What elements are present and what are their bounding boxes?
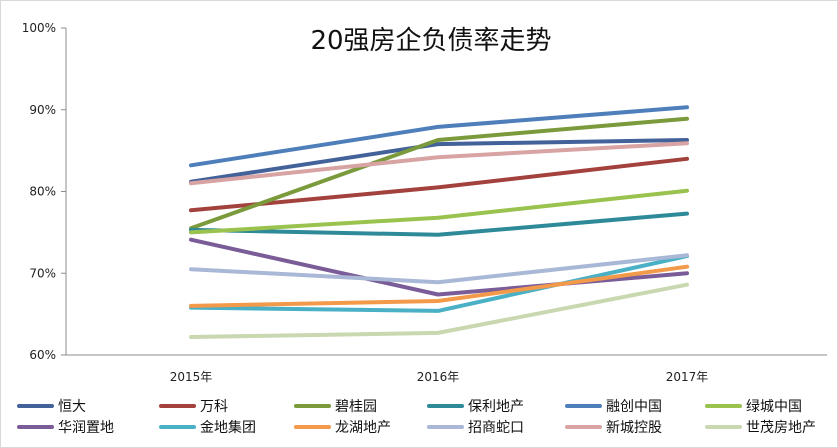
legend-item: 世茂房地产 [705, 419, 816, 436]
series-line-11 [189, 282, 689, 339]
legend-item: 金地集团 [159, 419, 256, 436]
series-line-8 [189, 264, 689, 308]
x-tick-label: 2015年 [170, 370, 213, 384]
series-line-1 [189, 156, 689, 213]
legend-label: 碧桂园 [335, 399, 377, 415]
legend-label: 新城控股 [606, 420, 662, 436]
series-line-3 [189, 211, 689, 237]
x-tick-label: 2017年 [666, 370, 709, 384]
legend-item: 保利地产 [427, 399, 524, 415]
series-lines [189, 105, 689, 339]
legend-item: 龙湖地产 [294, 420, 391, 436]
y-tick-label: 80% [29, 185, 56, 199]
axes: 60% 70% 80% 90% 100% 2015年 2016年 2017年 [22, 21, 827, 384]
legend-item: 恒大 [17, 399, 86, 415]
legend-item: 万科 [159, 399, 228, 415]
legend-item: 招商蛇口 [427, 420, 524, 436]
legend-item: 绿城中国 [705, 399, 802, 415]
legend-label: 龙湖地产 [335, 420, 391, 436]
y-tick-label: 100% [22, 21, 56, 35]
y-tick-label: 70% [29, 266, 56, 280]
chart-title: 20强房企负债率走势 [310, 26, 551, 56]
x-tick-label: 2016年 [417, 370, 460, 384]
y-tick-label: 90% [29, 103, 56, 117]
legend-label: 万科 [200, 399, 228, 415]
legend-item: 华润置地 [17, 420, 114, 436]
series-line-2 [189, 116, 689, 231]
legend-label: 华润置地 [58, 420, 114, 436]
series-line-7 [189, 254, 689, 313]
legend-label: 金地集团 [200, 419, 256, 436]
legend-label: 恒大 [58, 399, 86, 415]
series-line-9 [189, 253, 689, 285]
legend-item: 融创中国 [565, 399, 662, 415]
legend-label: 世茂房地产 [746, 419, 816, 436]
series-line-10 [189, 141, 689, 186]
series-line-5 [189, 188, 689, 235]
legend-label: 融创中国 [606, 399, 662, 415]
legend-item: 新城控股 [565, 420, 662, 436]
series-line-6 [189, 237, 689, 297]
legend-label: 保利地产 [468, 399, 524, 415]
series-line-0 [189, 138, 689, 184]
y-tick-label: 60% [29, 348, 56, 362]
legend-item: 碧桂园 [294, 399, 377, 415]
series-line-4 [189, 105, 689, 168]
legend-label: 绿城中国 [746, 399, 802, 415]
legend-label: 招商蛇口 [468, 420, 524, 436]
